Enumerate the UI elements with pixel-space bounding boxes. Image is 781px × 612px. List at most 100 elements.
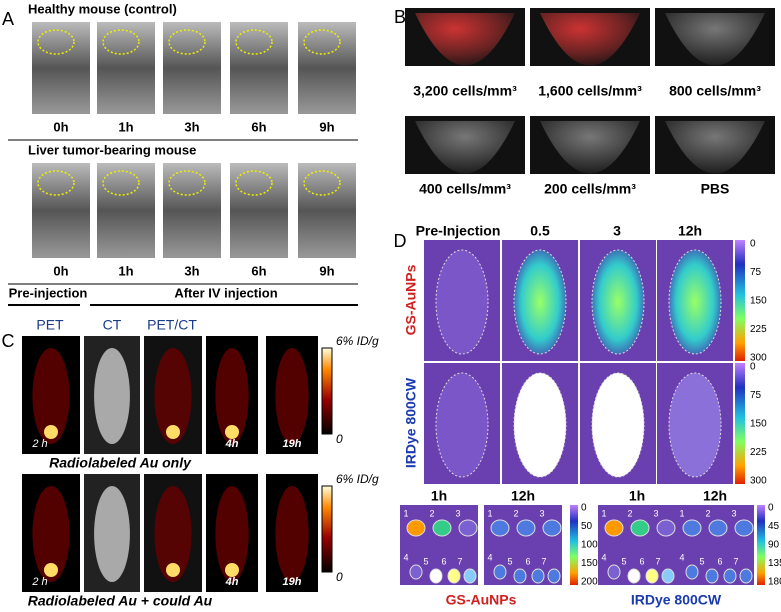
phase-label: Pre-injection (9, 285, 88, 300)
body-signal (94, 348, 130, 444)
organ-number: 4 (403, 552, 408, 562)
panel-label: D (394, 231, 407, 251)
organ (516, 519, 536, 537)
hotspot (225, 563, 239, 577)
row-title: Liver tumor-bearing mouse (28, 142, 196, 157)
colorbar-tick: 0 (750, 239, 756, 250)
organ (458, 519, 478, 537)
column-header: PET (36, 317, 64, 333)
organ-number: 7 (541, 556, 546, 566)
row-title: Healthy mouse (control) (28, 1, 177, 16)
organ (734, 519, 754, 537)
time-label: 12h (703, 488, 727, 504)
organ (547, 568, 561, 584)
colorbar-tick: 100 (581, 540, 598, 551)
row-label: GS-AuNPs (403, 264, 419, 335)
mouse-body (513, 372, 567, 478)
colorbar-tick: 180 (768, 577, 781, 588)
organ (406, 519, 426, 537)
organ (542, 519, 562, 537)
scale-min: 0 (336, 570, 343, 584)
concentration-label: 800 cells/mm³ (669, 83, 761, 99)
time-label: 0h (53, 263, 68, 278)
organ-number: 7 (457, 556, 462, 566)
ultrasound-region (665, 121, 765, 174)
colorbar-tick: 225 (750, 324, 767, 335)
concentration-label: 3,200 cells/mm³ (413, 83, 517, 99)
mri-image (298, 163, 356, 258)
organ (604, 519, 624, 537)
colorbar-tick: 0 (750, 362, 756, 373)
organ-number: 1 (403, 508, 408, 518)
column-header: 0.5 (530, 223, 550, 239)
mri-image (163, 22, 221, 114)
scale-min: 0 (336, 432, 343, 446)
caption: Radiolabeled Au only (49, 455, 192, 471)
column-header: 3 (613, 223, 621, 239)
liver-outline (303, 170, 341, 196)
organ-number: 1 (601, 508, 606, 518)
body-signal (215, 486, 249, 582)
organ (708, 519, 728, 537)
organ-number: 6 (525, 556, 530, 566)
group-label: IRDye 800CW (631, 592, 722, 608)
body-signal (154, 348, 192, 444)
colorbar (321, 347, 333, 435)
row-label: IRDye 800CW (403, 377, 419, 468)
concentration-label: 200 cells/mm³ (544, 181, 636, 197)
body-signal (215, 348, 249, 444)
colorbar-tick: 150 (750, 296, 767, 307)
body-signal (32, 486, 70, 582)
colorbar-tick: 0 (581, 503, 587, 514)
panel-label: A (2, 9, 14, 29)
ultrasound-region (540, 121, 640, 174)
time-label: 4h (225, 576, 239, 588)
colorbar-tick: 0 (768, 503, 774, 514)
organ-number: 4 (679, 552, 684, 562)
colorbar-tick: 50 (581, 521, 593, 532)
phase-label: After IV injection (174, 285, 277, 300)
organ-number: 5 (507, 556, 512, 566)
organ (607, 564, 621, 580)
mouse-body (435, 372, 489, 478)
column-header: 12h (678, 223, 702, 239)
colorbar-tick: 75 (750, 390, 762, 401)
panel-label: C (2, 331, 15, 351)
body-signal (275, 486, 309, 582)
organ-number: 1 (487, 508, 492, 518)
ultrasound-region (665, 13, 765, 66)
liver-outline (168, 29, 206, 55)
time-label: 3h (184, 119, 199, 134)
colorbar (570, 505, 578, 585)
organ (705, 568, 719, 584)
ultrasound-region (415, 121, 515, 174)
time-label: 0h (53, 119, 68, 134)
mouse-body (513, 249, 567, 355)
organ-number: 2 (429, 508, 434, 518)
time-label: 1h (629, 488, 645, 504)
organ-number: 7 (655, 556, 660, 566)
organ-number: 2 (513, 508, 518, 518)
mri-image (298, 22, 356, 114)
colorbar (735, 363, 745, 484)
liver-outline (37, 29, 75, 55)
mri-image (97, 163, 155, 258)
colorbar-tick: 150 (581, 558, 598, 569)
organ (432, 519, 452, 537)
liver-outline (102, 170, 140, 196)
time-label: 1h (118, 119, 133, 134)
organ-number: 7 (733, 556, 738, 566)
organ (513, 568, 527, 584)
organ-number: 3 (731, 508, 736, 518)
concentration-label: 1,600 cells/mm³ (538, 83, 642, 99)
mouse-body (591, 372, 645, 478)
organ-number: 4 (601, 552, 606, 562)
hotspot (44, 425, 58, 439)
organ (429, 568, 443, 584)
ultrasound-region (540, 13, 640, 66)
organ (627, 568, 641, 584)
liver-outline (168, 170, 206, 196)
time-label: 1h (118, 263, 133, 278)
mouse-body (591, 249, 645, 355)
